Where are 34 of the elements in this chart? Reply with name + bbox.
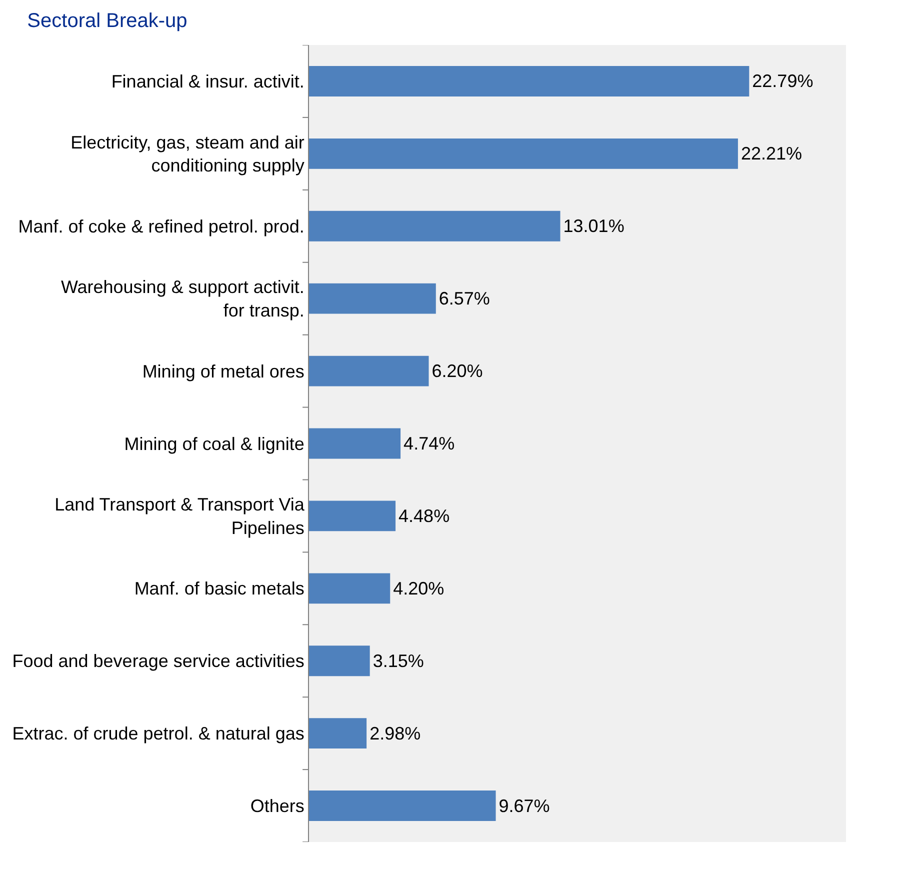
bar	[309, 210, 560, 242]
bar	[309, 500, 396, 532]
y-tick-label: Manf. of basic metals	[134, 578, 304, 599]
data-label: 22.79%	[752, 71, 814, 92]
y-tick-label: Extrac. of crude petrol. & natural gas	[12, 724, 304, 744]
y-tick-label: Financial & insur. activit.	[111, 72, 304, 92]
data-label: 6.20%	[432, 361, 483, 382]
y-tick-label: Land Transport & Transport Via Pipelines	[54, 494, 306, 538]
bar	[309, 428, 401, 459]
bar	[309, 356, 429, 386]
bar	[309, 646, 370, 676]
data-label: 3.15%	[372, 650, 424, 671]
y-tick-label: Mining of coal & lignite	[124, 434, 304, 454]
y-tick-label: Mining of metal ores	[142, 361, 304, 382]
data-label: 22.21%	[740, 144, 802, 164]
y-tick-label: Food and beverage service activities	[12, 651, 304, 672]
bar	[309, 718, 367, 749]
data-label: 6.57%	[438, 288, 490, 309]
data-label: 4.48%	[398, 506, 450, 526]
data-label: 9.67%	[498, 796, 550, 816]
data-label: 4.20%	[393, 578, 444, 598]
bar	[309, 573, 390, 604]
y-tick-label: Electricity, gas, steam and air conditioning supply	[70, 132, 304, 176]
data-label: 2.98%	[370, 723, 421, 744]
y-tick-label: Others	[250, 796, 304, 816]
bar	[309, 66, 750, 96]
y-tick-label: Manf. of coke & refined petrol. prod.	[18, 216, 304, 236]
bar	[309, 283, 436, 314]
bar	[309, 138, 738, 169]
bar	[309, 790, 496, 821]
y-tick-label: Warehousing & support activit. for transp.	[60, 277, 304, 321]
data-label: 4.74%	[404, 434, 455, 454]
data-label: 13.01%	[563, 216, 624, 236]
text: Sectoral Break-up	[27, 10, 188, 32]
